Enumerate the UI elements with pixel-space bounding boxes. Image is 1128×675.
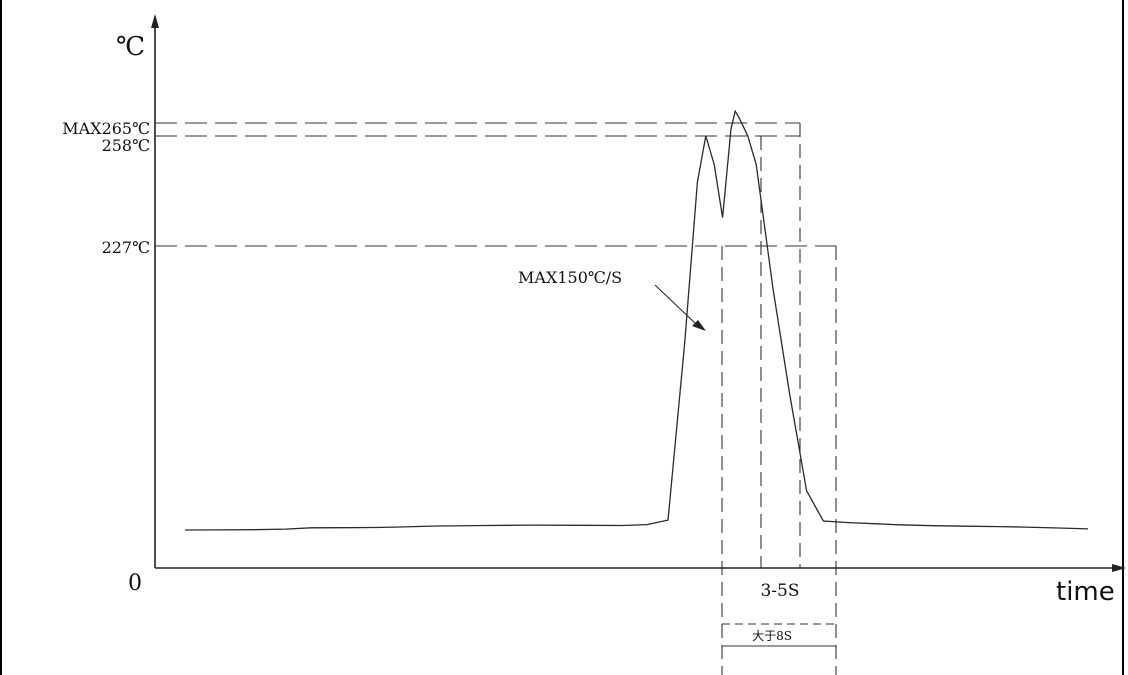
ramp-rate-arrowhead (692, 320, 706, 331)
ref-label-max265: MAX265℃ (62, 119, 150, 138)
origin-label: 0 (128, 571, 142, 596)
ramp-rate-leader (654, 284, 696, 324)
y-axis-label: ℃ (116, 32, 145, 62)
peak-window-annotation: 3-5S (760, 581, 799, 601)
ref-label-258: 258℃ (102, 136, 150, 155)
ref-label-227: 227℃ (102, 238, 150, 257)
temperature-profile-line (184, 109, 1089, 531)
ramp-rate-annotation: MAX150℃/S (518, 268, 622, 287)
x-axis-arrow (1112, 564, 1126, 572)
y-axis-arrow (151, 14, 159, 28)
x-axis-label: time (1056, 577, 1115, 607)
above-227-annotation: 大于8S (752, 629, 792, 643)
